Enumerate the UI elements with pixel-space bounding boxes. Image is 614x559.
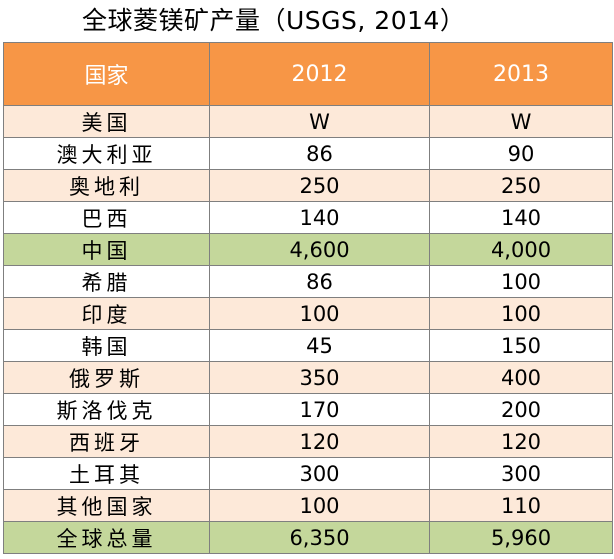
value-2013-cell: 4,000	[429, 233, 613, 266]
value-2012-cell: 170	[209, 393, 430, 426]
table-row: 印度 100 100	[3, 297, 613, 330]
value-2013-cell: 150	[429, 329, 613, 362]
value-2012-cell: 140	[209, 201, 430, 234]
country-cell: 奥地利	[3, 169, 210, 202]
value-2013-cell: 120	[429, 425, 613, 458]
value-2012-cell: 45	[209, 329, 430, 362]
value-2012-cell: 86	[209, 137, 430, 170]
table-row: 俄罗斯 350 400	[3, 361, 613, 394]
table-row: 巴西 140 140	[3, 201, 613, 234]
table-row: 中国 4,600 4,000	[3, 233, 613, 266]
production-table: 国家 2012 2013 美国 W W 澳大利亚 86 90 奥地利 250 250 巴西 140 1…	[3, 42, 613, 554]
table-row: 希腊 86 100	[3, 265, 613, 298]
value-2013-cell: 400	[429, 361, 613, 394]
value-2013-cell: 300	[429, 457, 613, 490]
value-2012-cell: 4,600	[209, 233, 430, 266]
value-2013-cell: 250	[429, 169, 613, 202]
table-row: 西班牙 120 120	[3, 425, 613, 458]
country-cell: 俄罗斯	[3, 361, 210, 394]
column-header-2013: 2013	[429, 42, 613, 106]
column-header-2012: 2012	[209, 42, 430, 106]
value-2012-cell: 6,350	[209, 521, 430, 554]
value-2013-cell: 90	[429, 137, 613, 170]
value-2013-cell: W	[429, 105, 613, 138]
value-2013-cell: 140	[429, 201, 613, 234]
country-cell: 其他国家	[3, 489, 210, 522]
country-cell: 土耳其	[3, 457, 210, 490]
value-2012-cell: 120	[209, 425, 430, 458]
table-row: 斯洛伐克 170 200	[3, 393, 613, 426]
country-cell: 全球总量	[3, 521, 210, 554]
value-2013-cell: 100	[429, 265, 613, 298]
table-row: 奥地利 250 250	[3, 169, 613, 202]
value-2013-cell: 110	[429, 489, 613, 522]
table-title: 全球菱镁矿产量（USGS, 2014）	[82, 6, 466, 35]
country-cell: 西班牙	[3, 425, 210, 458]
value-2012-cell: 100	[209, 297, 430, 330]
value-2013-cell: 5,960	[429, 521, 613, 554]
column-header-country: 国家	[3, 42, 210, 106]
value-2012-cell: 350	[209, 361, 430, 394]
table-row: 其他国家 100 110	[3, 489, 613, 522]
country-cell: 希腊	[3, 265, 210, 298]
country-cell: 澳大利亚	[3, 137, 210, 170]
value-2012-cell: W	[209, 105, 430, 138]
value-2012-cell: 300	[209, 457, 430, 490]
header-row: 国家 2012 2013	[3, 42, 613, 106]
country-cell: 印度	[3, 297, 210, 330]
table-row: 美国 W W	[3, 105, 613, 138]
value-2013-cell: 100	[429, 297, 613, 330]
country-cell: 斯洛伐克	[3, 393, 210, 426]
table-row: 澳大利亚 86 90	[3, 137, 613, 170]
table-row: 韩国 45 150	[3, 329, 613, 362]
value-2012-cell: 86	[209, 265, 430, 298]
country-cell: 美国	[3, 105, 210, 138]
value-2012-cell: 250	[209, 169, 430, 202]
country-cell: 巴西	[3, 201, 210, 234]
value-2012-cell: 100	[209, 489, 430, 522]
table-row: 全球总量 6,350 5,960	[3, 521, 613, 554]
value-2013-cell: 200	[429, 393, 613, 426]
table-row: 土耳其 300 300	[3, 457, 613, 490]
country-cell: 中国	[3, 233, 210, 266]
country-cell: 韩国	[3, 329, 210, 362]
